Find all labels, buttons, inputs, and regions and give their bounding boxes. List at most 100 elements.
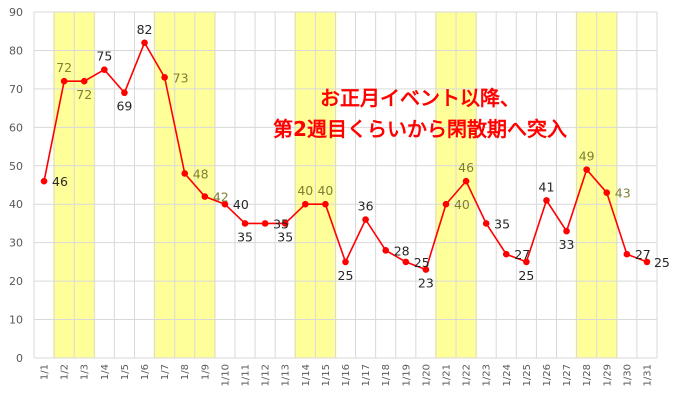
data-label: 43 <box>615 186 631 201</box>
data-point <box>442 200 450 208</box>
data-point <box>623 250 631 258</box>
data-label: 46 <box>52 174 68 189</box>
x-tick-label: 1/11 <box>241 364 252 386</box>
data-label: 35 <box>237 229 253 244</box>
grid-lines <box>33 11 658 359</box>
x-tick-label: 1/8 <box>180 364 191 380</box>
x-tick-label: 1/14 <box>301 364 312 386</box>
x-tick-label: 1/1 <box>40 364 51 380</box>
data-point <box>161 74 168 81</box>
data-label: 25 <box>414 255 430 270</box>
x-tick-label: 1/10 <box>220 364 231 386</box>
x-tick-label: 1/17 <box>361 364 372 386</box>
annotation-line-2: 第2週目くらいから閑散期へ突入 <box>273 117 567 141</box>
data-point <box>302 200 309 208</box>
data-label: 41 <box>539 179 555 194</box>
data-point <box>60 77 68 85</box>
y-tick-label: 30 <box>9 237 23 250</box>
x-tick-label: 1/2 <box>60 364 71 380</box>
y-tick-label: 40 <box>9 198 23 211</box>
data-point <box>563 227 570 235</box>
data-label: 36 <box>358 199 374 214</box>
data-label: 33 <box>559 237 575 252</box>
data-point <box>502 250 510 258</box>
x-tick-label: 1/27 <box>562 364 573 386</box>
y-axis-ticks: 0 10 20 30 40 50 60 70 80 90 <box>9 6 23 365</box>
x-tick-label: 1/30 <box>622 364 633 386</box>
x-tick-label: 1/22 <box>462 364 473 386</box>
data-point <box>603 189 611 196</box>
data-point <box>80 77 88 85</box>
y-tick-label: 70 <box>9 83 23 96</box>
y-tick-label: 80 <box>9 44 23 57</box>
data-point <box>543 197 550 204</box>
data-label: 40 <box>317 183 333 198</box>
data-point <box>523 258 530 266</box>
data-label: 25 <box>338 268 354 283</box>
data-point <box>201 193 209 200</box>
data-point <box>261 220 269 227</box>
data-label: 27 <box>635 247 651 262</box>
series-points <box>40 39 651 273</box>
data-point <box>342 258 349 266</box>
data-label: 48 <box>193 166 209 181</box>
y-tick-label: 50 <box>9 160 23 173</box>
data-point <box>362 216 369 223</box>
data-point <box>281 220 289 227</box>
x-axis-ticks: 1/1 1/2 1/3 1/4 1/5 1/6 1/7 1/8 1/9 1/10 1/11 1/12 1… <box>40 364 654 386</box>
x-tick-label: 1/26 <box>542 364 553 386</box>
x-tick-label: 1/20 <box>421 364 432 386</box>
data-label: 40 <box>454 197 470 212</box>
x-tick-label: 1/16 <box>341 364 352 386</box>
y-tick-label: 60 <box>9 121 23 134</box>
data-label: 28 <box>394 243 410 258</box>
x-tick-label: 1/3 <box>80 364 91 380</box>
y-tick-label: 90 <box>9 6 23 19</box>
data-point <box>322 200 329 208</box>
x-tick-label: 1/15 <box>321 364 332 386</box>
x-tick-label: 1/24 <box>502 364 513 386</box>
data-label: 25 <box>654 255 670 270</box>
data-label: 27 <box>514 247 530 262</box>
data-label: 73 <box>173 70 189 85</box>
x-tick-label: 1/18 <box>381 364 392 386</box>
highlight-band <box>153 12 216 358</box>
data-label: 35 <box>494 216 510 231</box>
data-point <box>221 200 229 208</box>
data-label: 49 <box>579 149 595 164</box>
data-label: 35 <box>273 216 289 231</box>
x-tick-label: 1/31 <box>642 364 653 386</box>
data-point <box>141 39 148 47</box>
data-point <box>482 220 490 227</box>
data-label: 42 <box>213 190 229 205</box>
x-tick-label: 1/25 <box>522 364 533 386</box>
x-tick-label: 1/6 <box>140 364 151 380</box>
data-label: 35 <box>277 229 293 244</box>
x-tick-label: 1/7 <box>160 364 171 380</box>
x-tick-label: 1/13 <box>281 364 292 386</box>
x-tick-label: 1/19 <box>401 364 412 386</box>
data-label: 23 <box>418 276 434 291</box>
data-point <box>382 247 389 254</box>
y-tick-label: 10 <box>9 314 23 327</box>
annotation-line-1: お正月イベント以降、 <box>320 86 520 110</box>
data-point <box>241 220 249 227</box>
data-label: 40 <box>297 183 313 198</box>
data-point <box>40 177 48 185</box>
x-tick-label: 1/29 <box>602 364 613 386</box>
data-label: 72 <box>56 60 72 75</box>
data-point <box>101 66 108 73</box>
data-point <box>583 166 590 173</box>
data-label: 25 <box>518 268 534 283</box>
data-label: 40 <box>233 197 249 212</box>
data-label: 75 <box>96 49 112 64</box>
data-label: 69 <box>116 99 132 114</box>
x-tick-label: 1/5 <box>120 364 131 380</box>
data-point <box>462 177 470 185</box>
x-tick-label: 1/12 <box>261 364 272 386</box>
x-tick-label: 1/4 <box>100 364 111 380</box>
y-tick-label: 20 <box>9 275 23 288</box>
x-tick-label: 1/21 <box>441 364 452 386</box>
